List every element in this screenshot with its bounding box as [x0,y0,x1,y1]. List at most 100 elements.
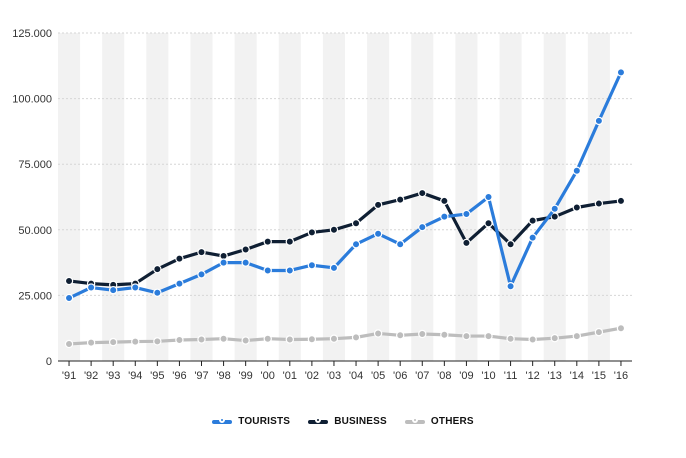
data-point-others [131,337,140,346]
data-point-others [351,333,361,342]
legend-item-business[interactable]: BUSINESS [308,416,387,427]
x-tick-label: '11 [504,370,518,382]
grid-band [499,33,522,361]
x-tick-label: '96 [172,370,186,382]
y-tick-label: 50.000 [18,225,52,237]
data-point-others [307,335,317,344]
grid-band [190,33,213,361]
data-point-others [440,330,449,339]
grid-band [234,33,257,361]
data-point-business [395,195,405,204]
data-point-tourists [197,270,206,279]
data-point-others [285,335,295,344]
data-point-others [219,334,228,343]
y-tick-label: 0 [46,356,52,368]
data-point-business [506,240,515,249]
grid-band [146,33,169,361]
data-point-business [528,216,537,225]
x-tick-label: '92 [84,370,98,382]
data-point-others [418,329,427,339]
x-tick-label: '10 [481,370,495,382]
data-point-business [616,196,626,206]
x-tick-label: '00 [261,370,275,382]
legend-swatch-others [404,416,425,424]
data-point-others [263,334,272,343]
x-tick-label: '99 [238,370,252,382]
x-tick-label: '93 [106,370,120,382]
data-point-others [241,336,250,345]
data-point-others [462,331,471,341]
data-point-tourists [219,258,228,267]
legend-label-business: BUSINESS [334,416,387,427]
data-point-tourists [418,222,427,232]
data-point-others [153,337,162,346]
grid-band [58,33,81,361]
y-tick-label: 125.000 [12,28,52,40]
grid-band [322,33,345,361]
data-point-business [484,219,493,228]
chart-legend: TOURISTS BUSINESS OTHERS [0,416,686,427]
data-point-tourists [484,192,493,202]
legend-label-others: OTHERS [430,416,474,427]
grid-band [543,33,566,361]
data-point-business [307,228,317,237]
x-tick-label: '06 [393,370,407,382]
data-point-business [241,245,250,254]
x-tick-label: '91 [62,370,76,382]
data-point-tourists [550,204,559,214]
x-tick-label: '15 [592,370,606,382]
legend-label-tourists: TOURISTS [238,416,291,427]
x-tick-label: '04 [349,370,363,382]
data-point-tourists [329,263,339,273]
data-point-tourists [108,285,118,295]
data-point-others [373,329,383,338]
data-point-others [616,324,626,333]
grid-band [455,33,478,361]
data-point-tourists [307,261,317,270]
legend-swatch-business [308,416,329,424]
x-tick-label: '02 [305,370,319,382]
data-point-others [175,335,184,345]
data-point-others [197,335,206,344]
x-tick-label: '95 [150,370,164,382]
data-point-tourists [440,212,449,221]
data-point-tourists [351,240,361,249]
data-point-tourists [285,266,295,275]
data-point-others [64,339,74,349]
data-point-business [550,212,559,221]
data-point-tourists [594,116,604,126]
data-point-others [395,331,405,340]
data-point-others [594,327,604,337]
data-point-tourists [153,288,162,297]
data-point-tourists [616,68,626,77]
data-point-tourists [263,266,272,275]
x-tick-label: '03 [327,370,341,382]
data-point-business [373,200,383,210]
data-point-business [594,199,604,208]
data-point-tourists [572,166,582,175]
x-tick-label: '05 [371,370,385,382]
grid-band [367,33,390,361]
x-tick-label: '12 [525,370,539,382]
data-point-tourists [131,283,140,292]
data-point-tourists [241,258,250,267]
data-point-business [351,219,361,228]
grid-band [278,33,301,361]
legend-item-others[interactable]: OTHERS [404,416,474,427]
data-point-business [329,225,339,234]
data-point-tourists [395,240,405,249]
data-point-tourists [528,233,537,242]
data-point-business [175,254,184,263]
data-point-business [263,237,272,246]
data-point-others [528,335,537,344]
data-point-business [572,203,582,212]
legend-item-tourists[interactable]: TOURISTS [212,416,290,427]
x-tick-label: '98 [216,370,230,382]
data-point-tourists [64,293,74,303]
data-point-business [197,247,206,257]
data-point-tourists [506,282,515,291]
x-tick-label: '14 [570,370,584,382]
x-tick-label: '13 [548,370,562,382]
